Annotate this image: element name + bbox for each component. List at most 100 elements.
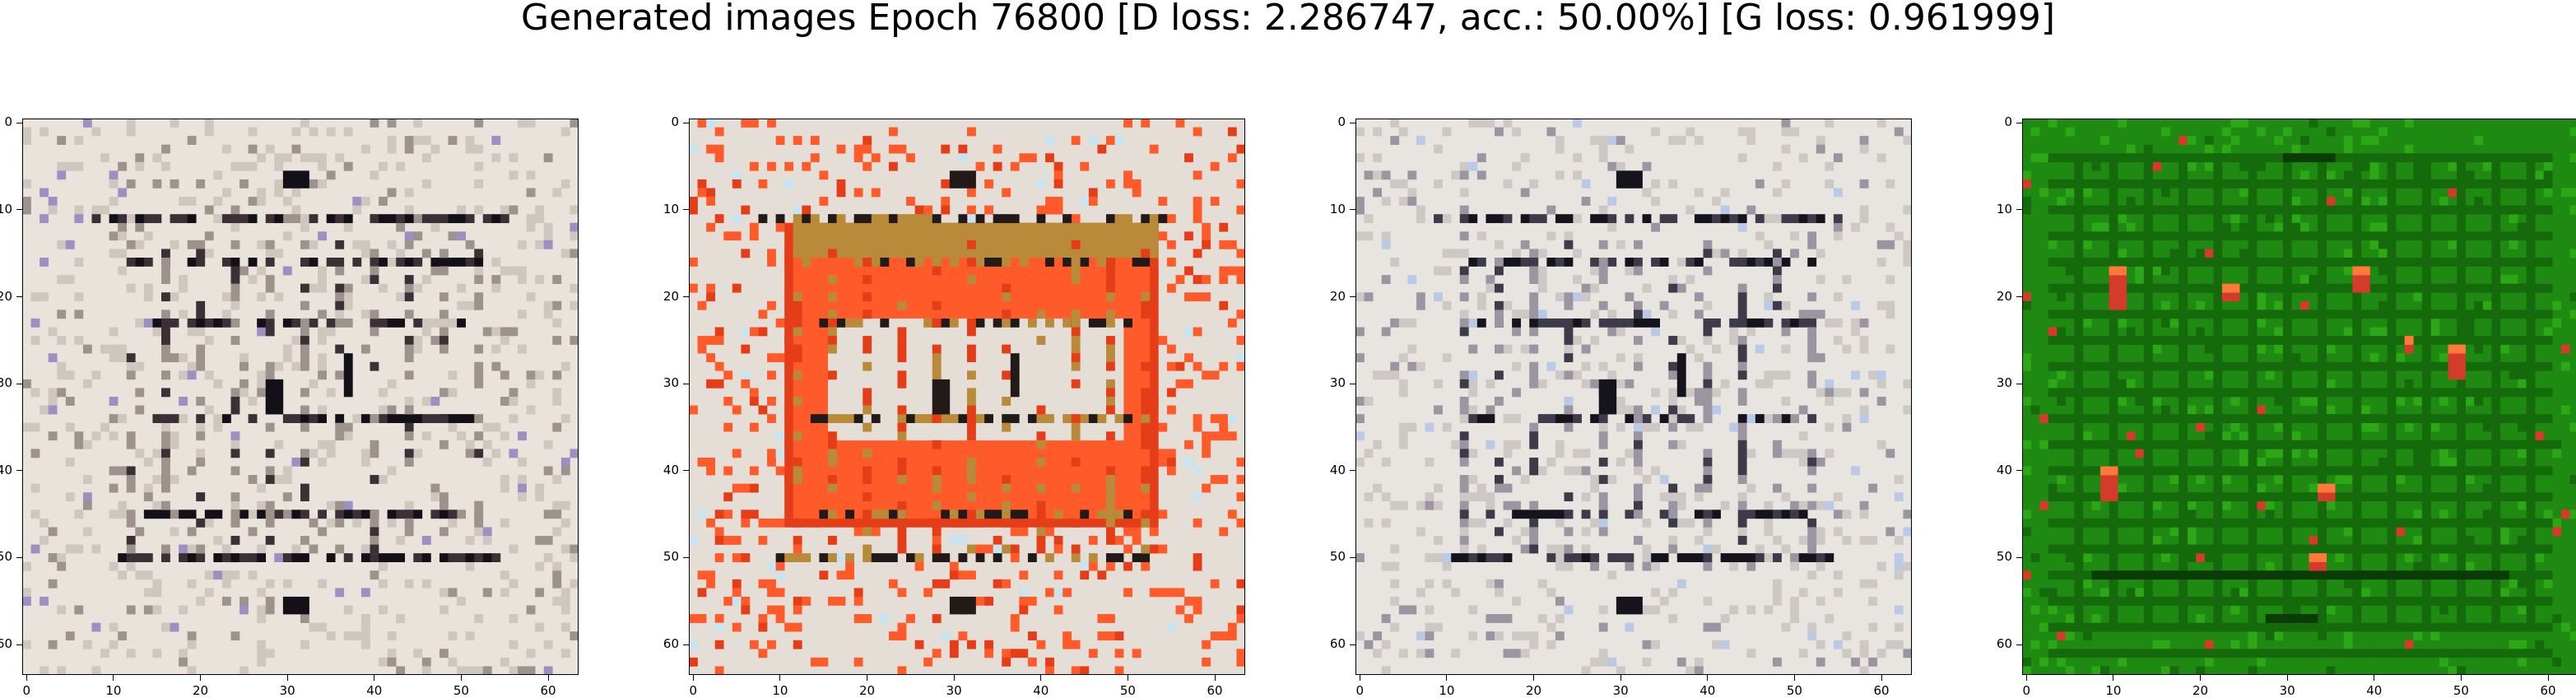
x-tick-mark (460, 675, 462, 681)
y-tick-mark (2016, 296, 2022, 298)
generated-image-3 (1355, 119, 1912, 675)
x-tick-label: 40 (1700, 683, 1716, 698)
x-tick-label: 40 (1033, 683, 1049, 698)
y-tick-label: 30 (1329, 375, 1346, 391)
y-tick-mark (1350, 209, 1355, 211)
x-tick-mark (2200, 675, 2202, 681)
y-tick-label: 60 (0, 636, 12, 652)
x-tick-mark (2460, 675, 2462, 681)
x-tick-label: 30 (1612, 683, 1629, 698)
y-tick-mark (683, 296, 689, 298)
x-tick-mark (1793, 675, 1795, 681)
y-tick-mark (16, 209, 22, 211)
y-tick-label: 0 (2004, 114, 2012, 130)
x-tick-label: 20 (192, 683, 209, 698)
x-tick-label: 10 (1439, 683, 1455, 698)
y-tick-label: 60 (663, 636, 679, 652)
y-tick-label: 50 (1996, 549, 2012, 565)
x-tick-mark (1620, 675, 1621, 681)
y-tick-mark (683, 209, 689, 211)
x-tick-mark (692, 675, 694, 681)
x-tick-label: 20 (1525, 683, 1542, 698)
x-tick-label: 50 (1786, 683, 1802, 698)
y-tick-label: 10 (663, 201, 679, 216)
x-tick-label: 50 (2453, 683, 2469, 698)
x-tick-mark (1040, 675, 1042, 681)
x-tick-mark (2547, 675, 2549, 681)
generated-image-1 (22, 119, 579, 675)
y-tick-label: 40 (1329, 462, 1346, 477)
x-tick-mark (113, 675, 114, 681)
x-tick-label: 30 (946, 683, 962, 698)
y-tick-mark (16, 556, 22, 558)
y-tick-label: 20 (1996, 288, 2012, 304)
image-panel-1: 0 10 20 30 40 50 60 0 10 20 30 40 50 60 (0, 116, 579, 697)
x-tick-mark (1446, 675, 1448, 681)
y-tick-label: 40 (0, 462, 12, 477)
x-tick-label: 60 (1873, 683, 1890, 698)
image-panel-4: 0 10 20 30 40 50 60 0 10 20 30 40 50 60 (1997, 116, 2576, 697)
y-tick-mark (1350, 556, 1355, 558)
x-tick-mark (200, 675, 202, 681)
x-tick-label: 60 (2540, 683, 2556, 698)
y-tick-mark (2016, 556, 2022, 558)
x-tick-mark (286, 675, 288, 681)
x-tick-mark (1214, 675, 1216, 681)
x-tick-mark (547, 675, 549, 681)
y-tick-mark (1350, 644, 1355, 645)
x-tick-label: 40 (2366, 683, 2383, 698)
y-tick-mark (2016, 470, 2022, 472)
y-tick-label: 30 (663, 375, 679, 391)
y-tick-mark (683, 470, 689, 472)
x-tick-label: 60 (1207, 683, 1223, 698)
x-tick-label: 20 (858, 683, 876, 698)
y-tick-label: 0 (4, 114, 12, 130)
y-tick-mark (683, 556, 689, 558)
y-tick-label: 40 (663, 462, 679, 477)
y-tick-label: 20 (663, 288, 679, 304)
y-tick-label: 60 (1996, 636, 2012, 652)
x-tick-label: 10 (772, 683, 788, 698)
x-tick-label: 50 (453, 683, 469, 698)
x-tick-label: 0 (22, 683, 31, 698)
image-panel-3: 0 10 20 30 40 50 60 0 10 20 30 40 50 60 (1330, 116, 1912, 697)
y-tick-label: 10 (1996, 201, 2012, 216)
y-tick-mark (16, 644, 22, 645)
y-tick-label: 20 (0, 288, 12, 304)
x-tick-label: 0 (1355, 683, 1365, 698)
y-tick-mark (1350, 470, 1355, 472)
x-tick-label: 50 (1119, 683, 1136, 698)
x-tick-mark (2025, 675, 2027, 681)
x-tick-label: 30 (2279, 683, 2295, 698)
y-tick-label: 20 (1329, 288, 1346, 304)
y-tick-mark (16, 470, 22, 472)
y-tick-label: 60 (1329, 636, 1346, 652)
x-tick-mark (1707, 675, 1709, 681)
x-tick-label: 40 (366, 683, 383, 698)
x-tick-mark (779, 675, 781, 681)
x-tick-label: 30 (279, 683, 295, 698)
x-tick-label: 60 (540, 683, 556, 698)
x-tick-label: 10 (105, 683, 122, 698)
x-tick-mark (1533, 675, 1535, 681)
y-tick-mark (1350, 296, 1355, 298)
y-tick-label: 50 (663, 549, 679, 565)
x-tick-label: 20 (2192, 683, 2209, 698)
y-tick-label: 30 (1996, 375, 2012, 391)
y-tick-mark (683, 644, 689, 645)
y-tick-label: 40 (1996, 462, 2012, 477)
y-tick-label: 10 (1329, 201, 1346, 216)
x-tick-label: 0 (2022, 683, 2031, 698)
y-tick-mark (2016, 644, 2022, 645)
y-tick-label: 0 (1337, 114, 1346, 130)
y-tick-label: 50 (1329, 549, 1346, 565)
y-tick-mark (16, 296, 22, 298)
image-panel-2: 0 10 20 30 40 50 60 0 10 20 30 40 50 60 (663, 116, 1245, 697)
x-tick-mark (953, 675, 955, 681)
x-tick-mark (1881, 675, 1882, 681)
y-tick-label: 30 (0, 375, 12, 391)
x-tick-label: 10 (2105, 683, 2122, 698)
figure-title: Generated images Epoch 76800 [D loss: 2.… (520, 0, 2056, 39)
x-tick-mark (26, 675, 27, 681)
x-tick-label: 0 (689, 683, 698, 698)
